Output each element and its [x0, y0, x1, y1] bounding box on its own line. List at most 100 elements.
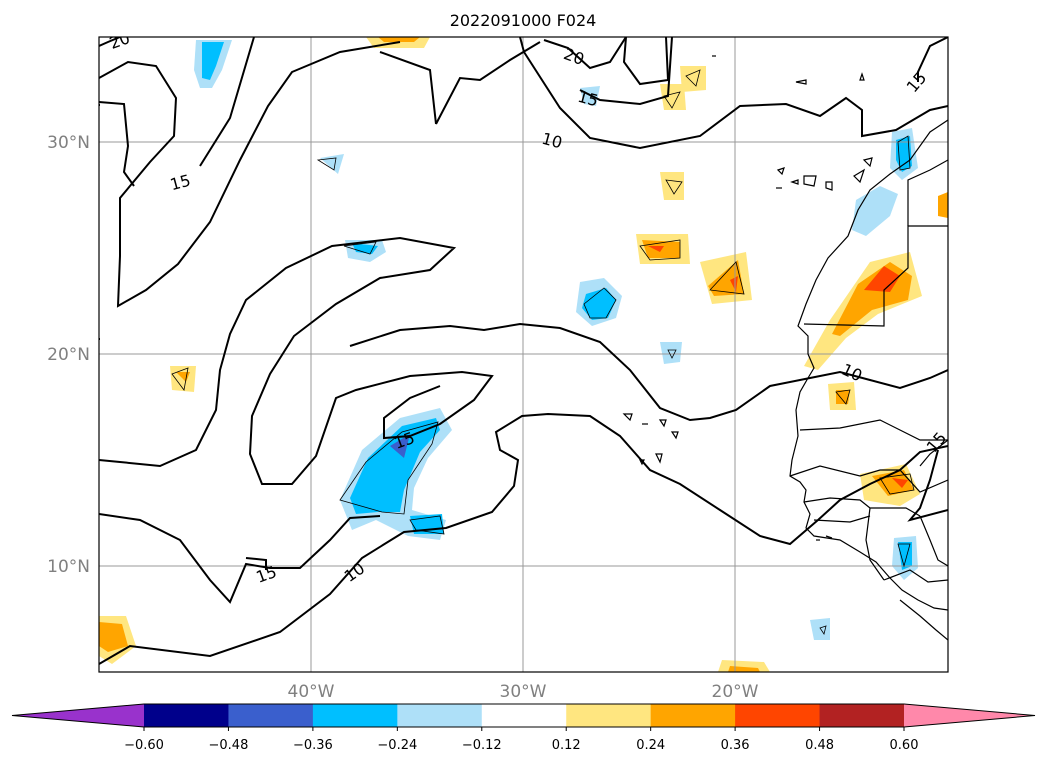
positive-anomaly-area — [660, 172, 684, 200]
contour-line — [99, 412, 948, 665]
colorbar-segment — [819, 704, 905, 727]
island — [776, 167, 785, 176]
contour-line — [245, 557, 267, 570]
colorbar-segment — [650, 704, 736, 727]
country-border — [813, 515, 871, 523]
island — [825, 181, 833, 191]
colorbar-extend-low — [12, 704, 144, 727]
contour-label: 10 — [540, 129, 565, 153]
island — [670, 431, 679, 440]
colorbar-segment — [397, 704, 483, 727]
anomaly-outlines — [171, 69, 915, 635]
positive-anomaly-area — [680, 66, 706, 92]
colorbar-tick-label: −0.12 — [462, 738, 502, 753]
map-frame — [98, 36, 949, 673]
colorbar-segment — [228, 704, 314, 727]
contour-label: 10 — [341, 559, 369, 586]
lon-label-30w: 30°W — [500, 682, 547, 702]
lat-label-30n: 30°N — [47, 133, 90, 153]
contour-label: 15 — [923, 428, 951, 456]
map-title: 2022091000 F024 — [450, 11, 597, 30]
lon-label-40w: 40°W — [288, 682, 335, 702]
contour-line — [349, 322, 948, 422]
colorbar-segment — [481, 704, 567, 727]
contour-line — [435, 41, 541, 125]
colorbar-tick-label: 0.12 — [552, 738, 581, 753]
island — [790, 179, 799, 185]
colorbar: −0.60 −0.48 −0.36 −0.24 −0.12 0.12 0.24 0.36 0.4… — [11, 703, 1036, 753]
contour-line — [519, 37, 948, 150]
contour-label: 15 — [903, 68, 931, 96]
negative-anomaly-area — [320, 154, 344, 174]
positive-anomaly-area — [836, 390, 850, 404]
colorbar-tick-label: 0.24 — [636, 738, 665, 753]
positive-anomaly-area — [730, 276, 738, 292]
lon-label-20w: 20°W — [712, 682, 759, 702]
country-border — [919, 439, 948, 467]
colorbar-segment — [144, 704, 229, 727]
country-border — [865, 507, 885, 581]
negative-anomaly-area — [390, 434, 410, 458]
island — [658, 419, 667, 428]
contour-line — [622, 37, 670, 86]
positive-anomaly-area — [99, 622, 128, 652]
contour-line — [99, 236, 494, 485]
country-border — [919, 515, 948, 567]
contour-line — [199, 37, 255, 167]
contour-label: 20 — [107, 28, 133, 53]
positive-anomaly-area — [938, 192, 948, 218]
island — [803, 175, 817, 187]
colorbar-tick-label: 0.60 — [890, 738, 919, 753]
country-border — [799, 419, 948, 441]
positive-anomaly-area — [872, 470, 914, 496]
island — [622, 413, 633, 422]
contour-line — [99, 101, 135, 187]
positive-anomaly-area — [378, 37, 420, 42]
colorbar-segment — [312, 704, 398, 727]
lat-label-20n: 20°N — [47, 345, 90, 365]
colorbar-extend-high — [904, 704, 1035, 727]
contour-line — [579, 37, 673, 106]
africa-coastline — [789, 119, 948, 611]
colorbar-segment — [735, 704, 821, 727]
colorbar-tick-label: 0.36 — [721, 738, 750, 753]
negative-anomaly-area — [852, 186, 898, 236]
colorbar-tick-label: −0.60 — [124, 738, 164, 753]
negative-anomaly-area — [582, 288, 616, 320]
colorbar-tick-label: −0.24 — [377, 738, 417, 753]
contour-line — [379, 51, 437, 125]
positive-anomaly-area — [660, 84, 686, 110]
contour-line — [907, 449, 948, 522]
contour-label-group: 20 20 15 15 10 10 15 15 10 15 15 — [107, 28, 951, 587]
contour-label: 15 — [168, 171, 193, 195]
colorbar-tick-label: −0.48 — [209, 738, 249, 753]
contour-line — [543, 37, 627, 70]
contour-label: 15 — [576, 87, 601, 111]
country-border — [803, 225, 948, 327]
negative-anomaly-area — [896, 136, 912, 172]
country-border — [907, 159, 948, 226]
negative-anomaly-area — [350, 418, 440, 514]
country-border — [803, 497, 921, 517]
gridlines — [99, 37, 948, 672]
country-border — [883, 569, 948, 583]
negative-anomaly-area — [660, 342, 682, 364]
island — [639, 459, 645, 466]
island — [655, 453, 663, 464]
positive-anomaly-area — [728, 666, 760, 672]
colorbar-segment — [566, 704, 652, 727]
colorbar-tick-label: 0.48 — [805, 738, 834, 753]
island — [862, 157, 873, 168]
island — [825, 535, 833, 539]
map-area: 20 20 15 15 10 10 15 15 10 15 15 — [99, 28, 951, 672]
colorbar-tick-label: −0.36 — [293, 738, 333, 753]
contour-line — [99, 513, 381, 604]
island — [859, 72, 865, 81]
country-border — [789, 465, 948, 493]
contour-label: 10 — [839, 360, 865, 386]
positive-anomaly-area — [892, 478, 908, 488]
contour-lines — [99, 37, 948, 665]
contour-line — [99, 37, 121, 47]
contour-line — [99, 41, 401, 308]
coastlines — [622, 55, 948, 641]
